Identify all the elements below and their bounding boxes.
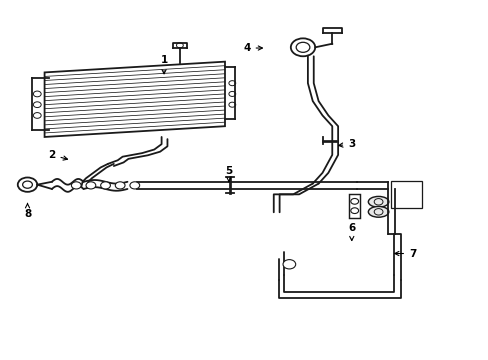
Circle shape <box>86 182 96 189</box>
Circle shape <box>101 182 110 189</box>
Text: 7: 7 <box>394 248 416 258</box>
Text: 8: 8 <box>24 203 31 219</box>
Circle shape <box>283 260 295 269</box>
Text: 2: 2 <box>48 150 67 160</box>
Text: 6: 6 <box>347 224 355 240</box>
Circle shape <box>71 182 81 189</box>
Text: 1: 1 <box>160 55 167 74</box>
Circle shape <box>130 182 140 189</box>
Text: 4: 4 <box>243 43 262 53</box>
Ellipse shape <box>367 197 388 207</box>
Text: 5: 5 <box>225 166 232 182</box>
Text: 3: 3 <box>338 139 355 149</box>
Circle shape <box>115 182 125 189</box>
Ellipse shape <box>367 206 388 217</box>
